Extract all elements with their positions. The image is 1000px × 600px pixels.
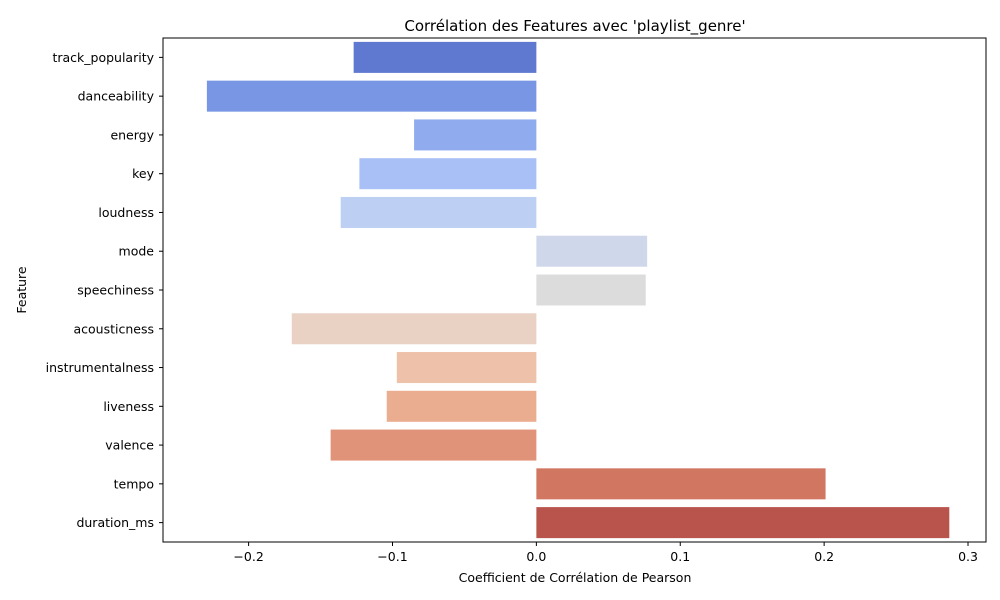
y-axis-title: Feature bbox=[14, 266, 29, 314]
y-tick-label: mode bbox=[119, 244, 155, 259]
y-tick-label: valence bbox=[105, 438, 154, 453]
plot-frame bbox=[162, 37, 987, 543]
y-tick-label: key bbox=[132, 166, 154, 181]
bar-acousticness bbox=[291, 313, 537, 345]
bar-valence bbox=[330, 429, 537, 461]
bar-speechiness bbox=[536, 274, 646, 306]
bar-key bbox=[359, 158, 537, 190]
y-tick-label: energy bbox=[110, 127, 154, 142]
y-tick-label: loudness bbox=[98, 205, 154, 220]
x-tick-label: 0.1 bbox=[670, 549, 690, 564]
bar-energy bbox=[414, 119, 537, 151]
bars-group bbox=[206, 41, 950, 539]
bar-instrumentalness bbox=[396, 352, 537, 384]
x-tick-label: 0.0 bbox=[526, 549, 546, 564]
y-tick-label: acousticness bbox=[74, 321, 155, 336]
y-tick-label: speechiness bbox=[77, 283, 154, 298]
bar-duration_ms bbox=[536, 507, 950, 539]
x-tick-label: −0.1 bbox=[377, 549, 407, 564]
y-tick-label: danceability bbox=[78, 89, 155, 104]
bar-liveness bbox=[386, 390, 537, 422]
bar-mode bbox=[536, 235, 648, 267]
x-axis-title: Coefficient de Corrélation de Pearson bbox=[459, 570, 692, 585]
x-axis-ticks: −0.2 −0.1 0.0 0.1 0.2 0.3 bbox=[233, 542, 978, 564]
chart-title: Corrélation des Features avec 'playlist_… bbox=[404, 17, 745, 36]
y-tick-label: tempo bbox=[114, 476, 154, 491]
y-tick-label: duration_ms bbox=[76, 515, 154, 530]
y-tick-label: liveness bbox=[103, 399, 154, 414]
bar-tempo bbox=[536, 468, 826, 500]
y-tick-label: instrumentalness bbox=[46, 360, 154, 375]
x-tick-label: −0.2 bbox=[233, 549, 263, 564]
x-tick-label: 0.3 bbox=[958, 549, 978, 564]
x-tick-label: 0.2 bbox=[814, 549, 834, 564]
bar-loudness bbox=[340, 196, 537, 228]
bar-track_popularity bbox=[353, 41, 537, 73]
y-tick-label: track_popularity bbox=[52, 50, 154, 65]
bar-danceability bbox=[206, 80, 537, 112]
y-axis-ticks: track_popularity danceability energy key lou… bbox=[46, 50, 163, 530]
